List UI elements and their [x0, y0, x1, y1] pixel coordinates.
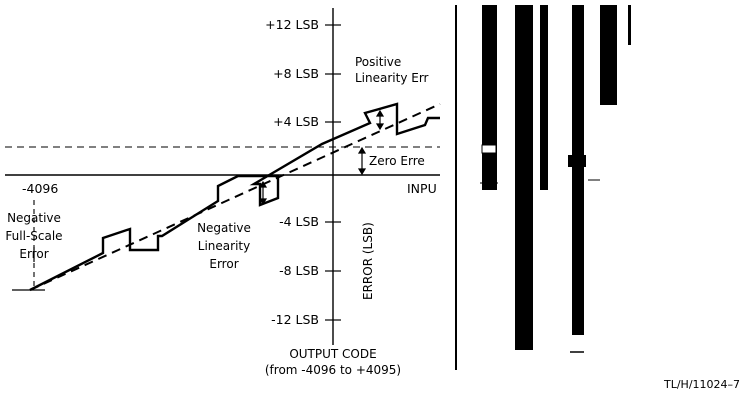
x-axis-title-line1: OUTPUT CODE [289, 347, 376, 361]
positive-linearity-arrow [375, 109, 385, 131]
figure-id: TL/H/11024–7 [663, 378, 740, 391]
neg-lin-label-line3: Error [209, 257, 238, 271]
neg-fs-label-line2: Full-Scale [5, 229, 62, 243]
negative-linearity-arrow [258, 180, 268, 206]
y-tick-label: -12 LSB [271, 312, 319, 327]
y-tick-label: +4 LSB [273, 114, 319, 129]
x-left-label: -4096 [22, 181, 58, 196]
y-tick-marks [325, 24, 341, 321]
actual-transfer-curve [29, 102, 440, 292]
y-tick-label: -8 LSB [279, 263, 319, 278]
pos-lin-label-line1: Positive [355, 55, 401, 69]
y-tick-label: +12 LSB [265, 17, 319, 32]
neg-lin-label-line2: Linearity [198, 239, 250, 253]
y-axis-label: ERROR (LSB) [361, 222, 375, 300]
x-axis-title-line2: (from -4096 to +4095) [265, 363, 401, 377]
ideal-transfer-line [29, 103, 441, 291]
zero-error-arrow [357, 146, 367, 176]
y-tick-label: -4 LSB [279, 214, 319, 229]
zero-error-label: Zero Erre [369, 154, 425, 168]
neg-fs-label-line1: Negative [7, 211, 61, 225]
neg-fs-label-line3: Error [19, 247, 48, 261]
scan-artifact-overlay [455, 5, 631, 370]
neg-lin-label-line1: Negative [197, 221, 251, 235]
x-right-label: INPU [407, 181, 437, 196]
y-tick-label: +8 LSB [273, 66, 319, 81]
pos-lin-label-line2: Linearity Err [355, 71, 429, 85]
